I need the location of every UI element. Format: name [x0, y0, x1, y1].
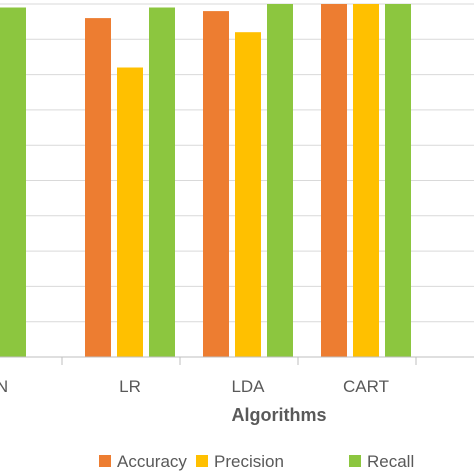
x-tick-label-lda: LDA — [231, 377, 265, 396]
bar-recall-lr — [149, 7, 175, 357]
x-tick-label-cart: CART — [343, 377, 389, 396]
legend-label-accuracy: Accuracy — [117, 452, 187, 471]
x-tick-label-n: N — [0, 377, 8, 396]
bar-recall-cart — [385, 4, 411, 357]
x-axis: N LR LDA CART — [0, 356, 474, 396]
legend-label-recall: Recall — [367, 452, 414, 471]
bar-precision-lda — [235, 32, 261, 357]
bar-precision-lr — [117, 67, 143, 357]
bar-precision-cart — [353, 4, 379, 357]
x-tick-label-lr: LR — [119, 377, 141, 396]
bar-accuracy-lda — [203, 11, 229, 357]
bar-accuracy-lr — [85, 18, 111, 357]
legend-swatch-precision — [196, 455, 208, 467]
legend-swatch-recall — [349, 455, 361, 467]
legend-label-precision: Precision — [214, 452, 284, 471]
bar-recall-lda — [267, 4, 293, 357]
legend-swatch-accuracy — [99, 455, 111, 467]
x-axis-title: Algorithms — [231, 405, 326, 425]
legend: Accuracy Precision Recall — [99, 452, 414, 471]
bars — [0, 4, 411, 357]
bar-recall-n — [0, 7, 26, 357]
bar-accuracy-cart — [321, 4, 347, 357]
